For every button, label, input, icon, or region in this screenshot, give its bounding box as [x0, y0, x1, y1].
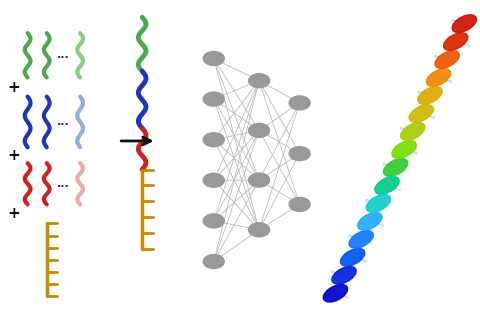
- Circle shape: [249, 124, 270, 137]
- Ellipse shape: [349, 230, 373, 248]
- Ellipse shape: [384, 159, 408, 176]
- Ellipse shape: [332, 267, 356, 284]
- Circle shape: [203, 254, 224, 268]
- Ellipse shape: [426, 69, 451, 86]
- Ellipse shape: [366, 195, 391, 212]
- Ellipse shape: [452, 15, 477, 32]
- Ellipse shape: [324, 284, 348, 302]
- Ellipse shape: [444, 33, 468, 50]
- Text: ...: ...: [57, 179, 70, 189]
- Circle shape: [203, 214, 224, 228]
- Ellipse shape: [375, 177, 399, 194]
- Circle shape: [249, 74, 270, 88]
- Text: +: +: [7, 206, 20, 221]
- Text: +: +: [7, 148, 20, 163]
- Circle shape: [203, 92, 224, 106]
- Text: ...: ...: [57, 50, 70, 60]
- Text: ...: ...: [57, 117, 70, 127]
- Circle shape: [289, 147, 310, 161]
- Circle shape: [203, 173, 224, 187]
- Ellipse shape: [340, 249, 365, 266]
- Circle shape: [249, 223, 270, 237]
- Circle shape: [289, 197, 310, 212]
- Circle shape: [203, 133, 224, 147]
- Ellipse shape: [401, 123, 425, 140]
- Circle shape: [289, 96, 310, 110]
- Ellipse shape: [409, 105, 433, 122]
- Text: +: +: [7, 80, 20, 94]
- Circle shape: [203, 52, 224, 66]
- Ellipse shape: [358, 212, 382, 230]
- Ellipse shape: [435, 51, 459, 68]
- Ellipse shape: [392, 140, 416, 158]
- Ellipse shape: [418, 87, 442, 104]
- Circle shape: [249, 173, 270, 187]
